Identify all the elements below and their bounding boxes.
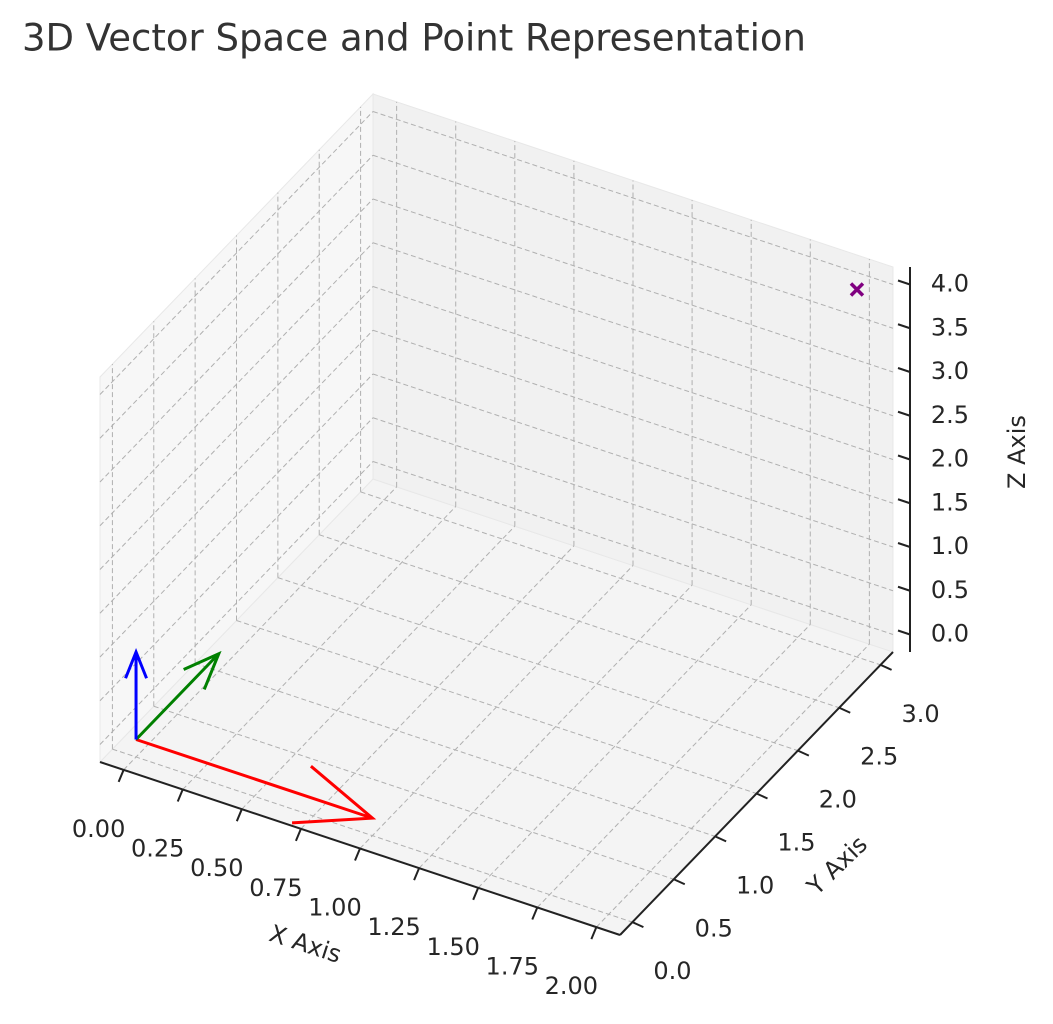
y-tick xyxy=(797,749,810,757)
x-tick-label: 0.25 xyxy=(131,835,184,863)
z-tick-label: 3.5 xyxy=(931,313,969,341)
grid-line xyxy=(319,534,840,709)
x-tick-label: 1.50 xyxy=(426,933,479,961)
x-tick xyxy=(531,907,539,920)
z-tick-label: 4.0 xyxy=(931,270,969,298)
x-tick xyxy=(176,789,184,802)
grid-line xyxy=(372,111,894,285)
grid-line xyxy=(99,154,374,439)
grid-line xyxy=(112,748,633,923)
z-tick xyxy=(897,585,911,592)
vector-arrow xyxy=(135,738,377,825)
z-tick-label: 1.0 xyxy=(931,532,969,560)
y-tick-label: 3.0 xyxy=(902,700,940,728)
grid-line xyxy=(372,461,894,635)
y-tick-label: 2.5 xyxy=(860,743,898,771)
y-tick xyxy=(673,878,686,886)
grid-line xyxy=(99,329,374,614)
grid-line xyxy=(372,198,894,373)
chart-title: 3D Vector Space and Point Representation xyxy=(22,17,806,60)
y-tick xyxy=(838,706,851,714)
z-tick xyxy=(897,454,911,461)
vector-arrow xyxy=(134,650,222,741)
z-tick-label: 2.0 xyxy=(931,445,969,473)
grid-line xyxy=(99,417,374,702)
x-tick-label: 0.75 xyxy=(249,874,302,902)
grid-line xyxy=(360,491,881,666)
grid-line xyxy=(99,198,374,483)
y-tick xyxy=(631,921,644,929)
x-tick-label: 1.75 xyxy=(486,952,539,980)
z-tick-label: 2.5 xyxy=(931,401,969,429)
grid-line xyxy=(372,286,894,460)
x-tick xyxy=(354,848,361,861)
z-tick xyxy=(897,367,911,373)
grid-line xyxy=(477,604,752,889)
y-tick xyxy=(756,792,768,800)
z-tick xyxy=(897,629,911,636)
y-tick-label: 1.0 xyxy=(736,871,774,899)
x-tick xyxy=(472,887,480,901)
z-tick xyxy=(897,279,911,286)
x-tick-label: 2.00 xyxy=(545,972,598,1000)
grid-line xyxy=(99,461,374,745)
z-tick-label: 0.0 xyxy=(931,620,969,648)
y-tick xyxy=(714,835,727,843)
y-tick-label: 0.0 xyxy=(653,957,691,985)
x-tick xyxy=(117,769,125,783)
grid-line xyxy=(194,662,716,837)
grid-line xyxy=(99,373,374,658)
x-tick-label: 0.00 xyxy=(72,815,125,843)
x-tick-label: 1.00 xyxy=(308,894,361,922)
z-tick xyxy=(897,498,911,505)
grid-line xyxy=(372,242,894,417)
grid-line xyxy=(241,525,516,810)
y-tick xyxy=(880,663,893,671)
grid-line xyxy=(372,154,894,329)
grid-line xyxy=(236,620,757,794)
grid-line xyxy=(99,111,374,395)
y-tick-label: 2.0 xyxy=(819,786,857,814)
grid-line xyxy=(277,577,799,752)
y-tick-label: 0.5 xyxy=(695,914,733,942)
grid-line xyxy=(372,373,894,548)
z-tick-label: 3.0 xyxy=(931,357,969,385)
x-tick xyxy=(294,828,302,842)
grid-line xyxy=(99,286,374,570)
z-tick xyxy=(897,323,911,330)
z-tick xyxy=(897,542,911,548)
vector-arrow xyxy=(124,647,148,740)
point-marker xyxy=(849,282,865,297)
x-tick-label: 0.50 xyxy=(190,854,243,882)
grid-line xyxy=(153,705,674,880)
x-tick-label: 1.25 xyxy=(367,913,420,941)
y-tick-label: 1.5 xyxy=(777,829,815,857)
z-axis-label: Z Axis xyxy=(1003,415,1031,489)
x-tick xyxy=(590,926,598,940)
x-tick xyxy=(235,808,243,822)
grid-line xyxy=(99,242,374,527)
z-tick-label: 0.5 xyxy=(931,576,969,604)
grid-line xyxy=(182,506,457,790)
x-axis-label: X Axis xyxy=(266,919,345,968)
z-tick xyxy=(897,410,911,417)
z-tick-label: 1.5 xyxy=(931,488,969,516)
grid-line xyxy=(372,417,894,592)
x-tick xyxy=(413,867,421,881)
grid-line xyxy=(372,329,894,504)
